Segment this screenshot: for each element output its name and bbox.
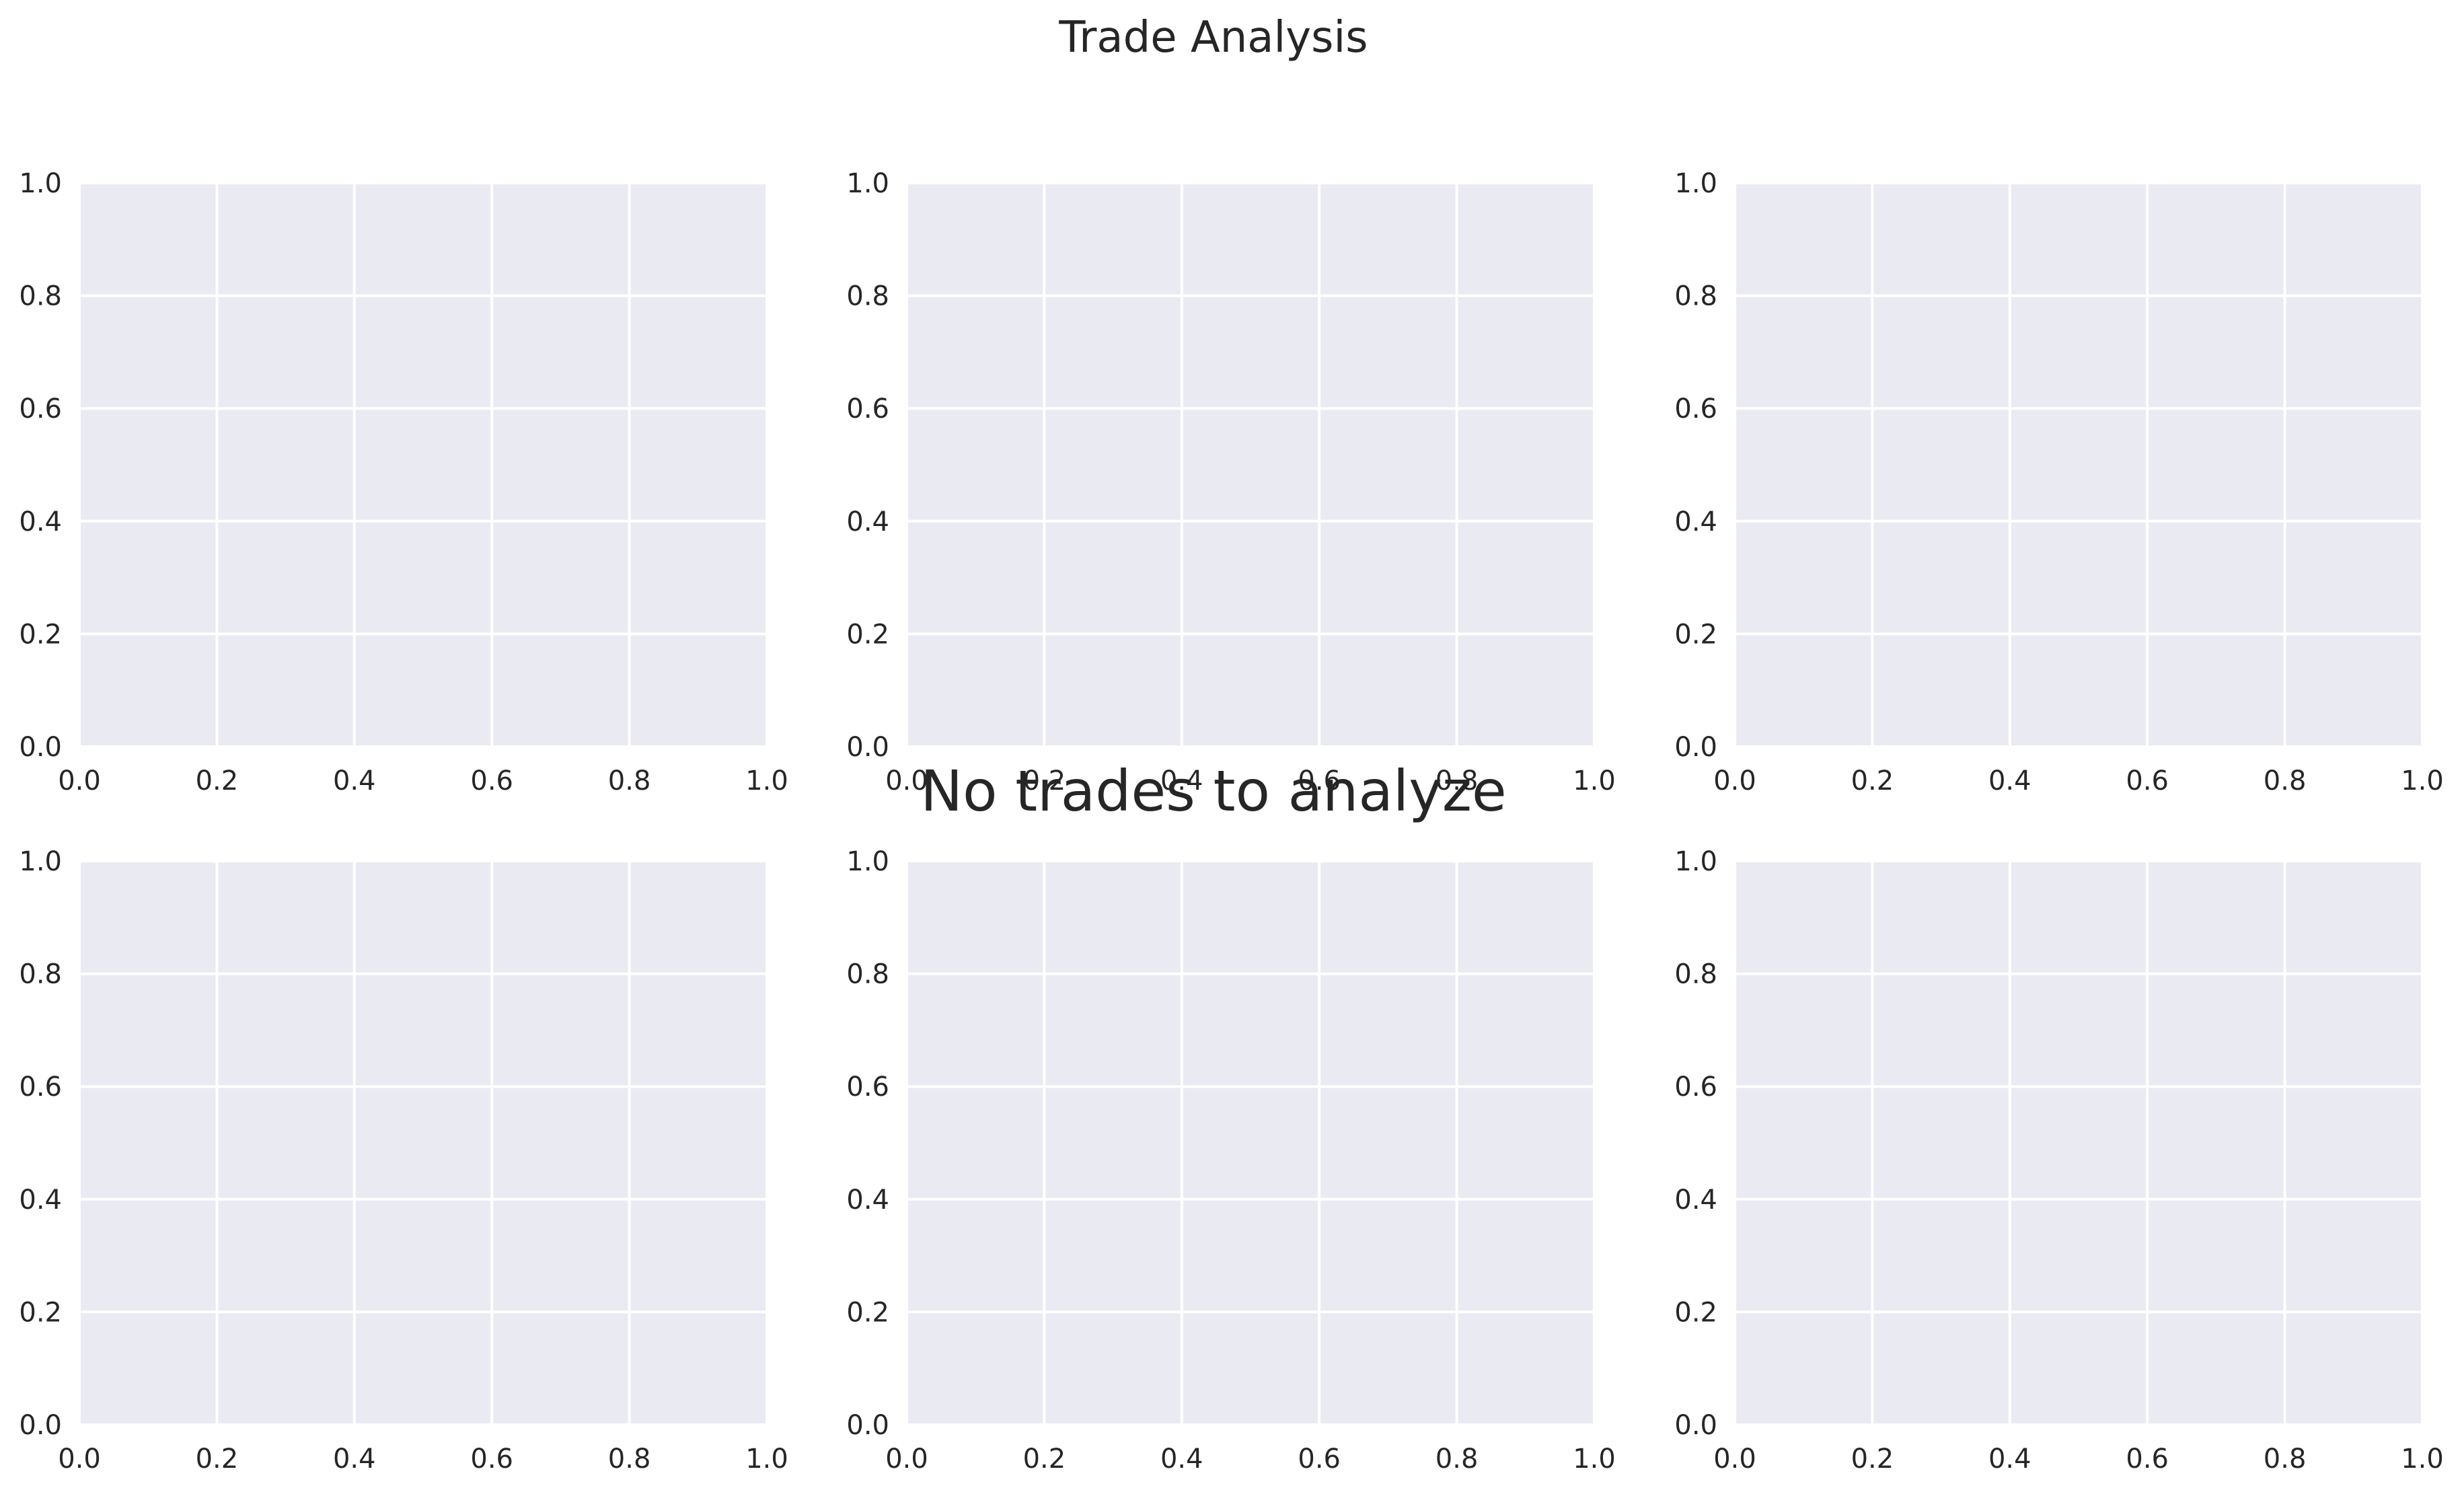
y-tick-label: 0.6 bbox=[846, 394, 889, 424]
x-tick-label: 0.0 bbox=[885, 766, 928, 796]
axes-background bbox=[79, 183, 767, 747]
x-tick-label: 0.6 bbox=[470, 766, 513, 796]
x-tick-label: 0.4 bbox=[1160, 1444, 1203, 1475]
y-tick-label: 1.0 bbox=[1674, 168, 1717, 199]
y-tick-label: 0.4 bbox=[19, 507, 62, 537]
x-tick-label: 1.0 bbox=[2401, 766, 2444, 796]
axes-background bbox=[907, 183, 1594, 747]
x-tick-label: 0.4 bbox=[1988, 1444, 2031, 1475]
y-tick-label: 0.0 bbox=[846, 1410, 889, 1441]
y-tick-label: 1.0 bbox=[846, 168, 889, 199]
y-tick-label: 1.0 bbox=[846, 846, 889, 877]
y-tick-label: 0.6 bbox=[1674, 1072, 1717, 1103]
y-tick-label: 0.0 bbox=[19, 732, 62, 763]
x-tick-label: 0.0 bbox=[1713, 766, 1756, 796]
y-tick-label: 0.8 bbox=[846, 959, 889, 990]
subplot-panel: 0.0 0.2 0.4 0.6 0.8 1.0 0.0 0.2 0.4 0.6 0.8 1.0 bbox=[846, 846, 1615, 1475]
x-tick-label: 1.0 bbox=[745, 766, 788, 796]
y-tick-label: 0.4 bbox=[846, 1185, 889, 1216]
y-tick-label: 0.8 bbox=[1674, 281, 1717, 312]
y-tick-label: 0.2 bbox=[1674, 619, 1717, 650]
axes-background bbox=[79, 861, 767, 1425]
y-tick-label: 0.4 bbox=[846, 507, 889, 537]
x-tick-label: 0.8 bbox=[1435, 766, 1479, 796]
x-tick-label: 0.4 bbox=[333, 1444, 376, 1475]
y-tick-label: 0.0 bbox=[846, 732, 889, 763]
y-tick-label: 0.4 bbox=[19, 1185, 62, 1216]
x-tick-label: 0.0 bbox=[885, 1444, 928, 1475]
y-tick-label: 0.6 bbox=[1674, 394, 1717, 424]
x-tick-label: 1.0 bbox=[2401, 1444, 2444, 1475]
x-tick-label: 0.2 bbox=[1851, 1444, 1894, 1475]
x-tick-label: 0.6 bbox=[1298, 766, 1341, 796]
x-tick-label: 0.2 bbox=[1851, 766, 1894, 796]
y-tick-label: 0.8 bbox=[19, 959, 62, 990]
x-tick-label: 0.8 bbox=[2264, 766, 2307, 796]
y-tick-label: 0.8 bbox=[846, 281, 889, 312]
y-tick-label: 0.2 bbox=[19, 1297, 62, 1328]
x-tick-label: 0.2 bbox=[1023, 1444, 1066, 1475]
y-tick-label: 0.2 bbox=[19, 619, 62, 650]
x-tick-label: 0.4 bbox=[1160, 766, 1203, 796]
x-tick-label: 0.8 bbox=[1435, 1444, 1479, 1475]
x-tick-label: 0.2 bbox=[196, 766, 239, 796]
y-tick-label: 0.6 bbox=[19, 394, 62, 424]
x-tick-label: 0.6 bbox=[2126, 766, 2169, 796]
x-tick-label: 0.0 bbox=[1713, 1444, 1756, 1475]
y-tick-label: 0.6 bbox=[19, 1072, 62, 1103]
y-tick-label: 0.6 bbox=[846, 1072, 889, 1103]
y-tick-label: 1.0 bbox=[19, 846, 62, 877]
y-tick-label: 0.0 bbox=[1674, 732, 1717, 763]
y-tick-label: 0.8 bbox=[19, 281, 62, 312]
x-tick-label: 0.8 bbox=[608, 766, 651, 796]
x-tick-label: 0.4 bbox=[1988, 766, 2031, 796]
no-trades-message: No trades to analyze bbox=[920, 758, 1506, 824]
y-tick-label: 0.2 bbox=[1674, 1297, 1717, 1328]
y-tick-label: 1.0 bbox=[19, 168, 62, 199]
y-tick-label: 1.0 bbox=[1674, 846, 1717, 877]
y-tick-label: 0.0 bbox=[1674, 1410, 1717, 1441]
subplot-panel: 0.0 0.2 0.4 0.6 0.8 1.0 0.0 0.2 0.4 0.6 0.8 1.0 bbox=[846, 168, 1615, 796]
subplot-panel: 0.0 0.2 0.4 0.6 0.8 1.0 0.0 0.2 0.4 0.6 0.8 1.0 bbox=[1674, 846, 2443, 1475]
subplot-panel: 0.0 0.2 0.4 0.6 0.8 1.0 0.0 0.2 0.4 0.6 0.8 1.0 bbox=[19, 168, 788, 796]
x-tick-label: 0.2 bbox=[196, 1444, 239, 1475]
x-tick-label: 0.0 bbox=[58, 766, 101, 796]
subplot-grid: 0.0 0.2 0.4 0.6 0.8 1.00.00.20.40.60.81.00.0 0… bbox=[19, 168, 2443, 1475]
y-tick-label: 0.2 bbox=[846, 619, 889, 650]
x-tick-label: 0.8 bbox=[608, 1444, 651, 1475]
subplot-panel: 0.0 0.2 0.4 0.6 0.8 1.0 0.0 0.2 0.4 0.6 0.8 1.0 bbox=[1674, 168, 2443, 796]
x-tick-label: 1.0 bbox=[745, 1444, 788, 1475]
axes-background bbox=[1735, 183, 2422, 747]
x-tick-label: 1.0 bbox=[1573, 766, 1616, 796]
y-tick-label: 0.4 bbox=[1674, 507, 1717, 537]
y-tick-label: 0.4 bbox=[1674, 1185, 1717, 1216]
x-tick-label: 0.4 bbox=[333, 766, 376, 796]
y-tick-label: 0.2 bbox=[846, 1297, 889, 1328]
x-tick-label: 0.6 bbox=[2126, 1444, 2169, 1475]
axes-background bbox=[907, 861, 1594, 1425]
subplot-panel: 0.0 0.2 0.4 0.6 0.8 1.0 0.0 0.2 0.4 0.6 0.8 1.0 bbox=[19, 846, 788, 1475]
axes-background bbox=[1735, 861, 2422, 1425]
x-tick-label: 0.8 bbox=[2264, 1444, 2307, 1475]
x-tick-label: 1.0 bbox=[1573, 1444, 1616, 1475]
x-tick-label: 0.6 bbox=[1298, 1444, 1341, 1475]
x-tick-label: 0.6 bbox=[470, 1444, 513, 1475]
figure-title: Trade Analysis bbox=[1058, 13, 1368, 63]
x-tick-label: 0.2 bbox=[1023, 766, 1066, 796]
x-tick-label: 0.0 bbox=[58, 1444, 101, 1475]
y-tick-label: 0.8 bbox=[1674, 959, 1717, 990]
y-tick-label: 0.0 bbox=[19, 1410, 62, 1441]
